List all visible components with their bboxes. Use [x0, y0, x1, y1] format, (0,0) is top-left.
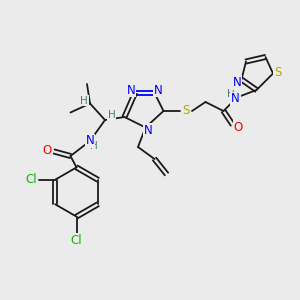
- Text: H: H: [227, 89, 235, 100]
- Text: N: N: [231, 92, 240, 106]
- Text: O: O: [43, 143, 52, 157]
- Text: H: H: [80, 95, 88, 106]
- Text: Cl: Cl: [26, 173, 37, 186]
- Text: N: N: [144, 124, 153, 137]
- Text: O: O: [234, 121, 243, 134]
- Text: H: H: [90, 141, 98, 151]
- Text: S: S: [274, 65, 281, 79]
- Text: N: N: [85, 134, 94, 148]
- Text: S: S: [182, 104, 190, 118]
- Text: N: N: [127, 83, 136, 97]
- Text: Cl: Cl: [71, 234, 82, 247]
- Text: H: H: [108, 110, 116, 121]
- Text: N: N: [154, 83, 163, 97]
- Text: N: N: [232, 76, 242, 89]
